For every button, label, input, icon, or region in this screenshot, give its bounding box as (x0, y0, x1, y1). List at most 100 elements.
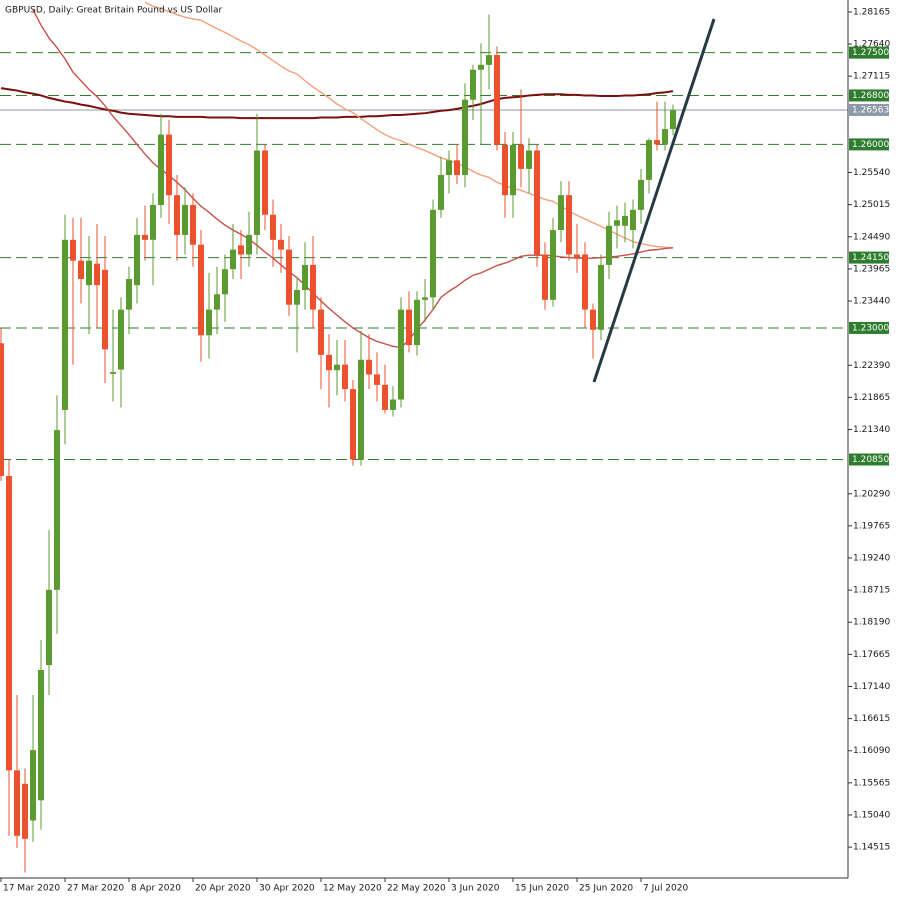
moving-average (32, 9, 674, 349)
y-tick-label: 1.24490 (853, 232, 890, 242)
candle-body (670, 110, 676, 130)
y-tick-label: 1.17665 (853, 650, 890, 660)
y-tick-label: 1.25540 (853, 168, 890, 178)
candle-body (494, 55, 500, 146)
y-tick-label: 1.17140 (853, 682, 890, 692)
level-label-bg (849, 46, 889, 59)
candle-body (310, 264, 316, 310)
level-label: 1.26000 (852, 140, 889, 150)
candle-body (142, 234, 148, 240)
y-tick-label: 1.27640 (853, 40, 890, 50)
candle-body (654, 140, 660, 145)
candle-body (318, 309, 324, 355)
candle-body (422, 297, 428, 300)
candle-body (302, 264, 308, 291)
x-tick-label: 17 Mar 2020 (3, 884, 60, 894)
chart-title: GBPUSD, Daily: Great Britain Pound vs US… (5, 6, 223, 16)
candle-body (158, 134, 164, 205)
candle-body (54, 430, 60, 590)
y-tick-label: 1.14515 (853, 843, 890, 853)
candle-body (182, 204, 188, 235)
candle-body (502, 145, 508, 196)
candle-body (14, 770, 20, 836)
candle-body (550, 230, 556, 300)
candle-body (390, 399, 396, 410)
candle-body (518, 145, 524, 169)
y-tick-label: 1.15565 (853, 778, 890, 788)
trend-line (592, 18, 716, 383)
candle-body (646, 140, 652, 180)
candle-body (366, 359, 372, 375)
level-label-bg (849, 251, 889, 264)
candle-body (574, 254, 580, 258)
level-label-bg (849, 321, 889, 334)
axis-layer: 1.28165 1.27640 1.27115 1.25540 1.25015 1.244… (0, 7, 890, 894)
x-tick-label: 3 Jun 2020 (451, 884, 500, 894)
candle-body (326, 354, 332, 371)
candle-body (358, 359, 364, 460)
candle-body (342, 364, 348, 390)
x-tick-label: 15 Jun 2020 (515, 884, 569, 894)
candle-body (382, 384, 388, 410)
y-tick-label: 1.18190 (853, 618, 890, 628)
candle-body (0, 343, 4, 477)
y-tick-label: 1.19765 (853, 521, 890, 531)
candle-body (598, 264, 604, 330)
candle-body (38, 669, 44, 801)
candle-body (30, 750, 36, 821)
candle-body (278, 239, 284, 250)
candle-body (270, 214, 276, 240)
candle-body (254, 150, 260, 235)
x-tick-label: 25 Jun 2020 (579, 884, 633, 894)
last-price-label: 1.26563 (852, 105, 889, 115)
candle-body (462, 99, 468, 175)
y-tick-label: 1.28165 (853, 7, 890, 17)
x-tick-label: 12 May 2020 (323, 884, 382, 894)
candle-body (350, 389, 356, 460)
candle-body (70, 239, 76, 261)
candle-body (534, 150, 540, 255)
candle-body (622, 215, 628, 226)
candle-body (406, 309, 412, 346)
candle-body (446, 160, 452, 175)
y-tick-label: 1.15040 (853, 810, 890, 820)
candle-body (286, 249, 292, 305)
x-tick-label: 20 Apr 2020 (195, 884, 251, 894)
moving-average (144, 1, 674, 249)
candle-body (246, 234, 252, 255)
candle-body (94, 263, 100, 286)
candle-body (6, 476, 12, 771)
y-tick-label: 1.25015 (853, 200, 890, 210)
candle-body (214, 294, 220, 310)
candle-body (134, 234, 140, 286)
y-tick-label: 1.16615 (853, 714, 890, 724)
candle-body (150, 204, 156, 240)
candle-body (430, 209, 436, 298)
y-tick-label: 1.16090 (853, 746, 890, 756)
candle-body (614, 220, 620, 226)
x-tick-label: 30 Apr 2020 (259, 884, 315, 894)
candle-body (542, 254, 548, 300)
candle-body (118, 309, 124, 370)
y-tick-label: 1.21340 (853, 425, 890, 435)
candle-body (414, 299, 420, 346)
candle-body (630, 209, 636, 231)
candle-body (190, 204, 196, 245)
candle-body (582, 254, 588, 310)
candle-body (62, 239, 68, 410)
y-tick-label: 1.23440 (853, 297, 890, 307)
y-tick-label: 1.20290 (853, 489, 890, 499)
candle-body (470, 69, 476, 100)
level-label-bg (849, 89, 889, 102)
candle-body (174, 195, 180, 235)
candle-body (526, 150, 532, 169)
plot-layer (0, 1, 676, 873)
candle-body (478, 64, 484, 70)
candle-body (558, 195, 564, 231)
candle-body (262, 150, 268, 215)
candle-body (486, 55, 492, 65)
x-tick-label: 7 Jul 2020 (643, 884, 688, 894)
candle-body (198, 244, 204, 336)
candle-body (454, 160, 460, 175)
candle-body (22, 783, 28, 839)
